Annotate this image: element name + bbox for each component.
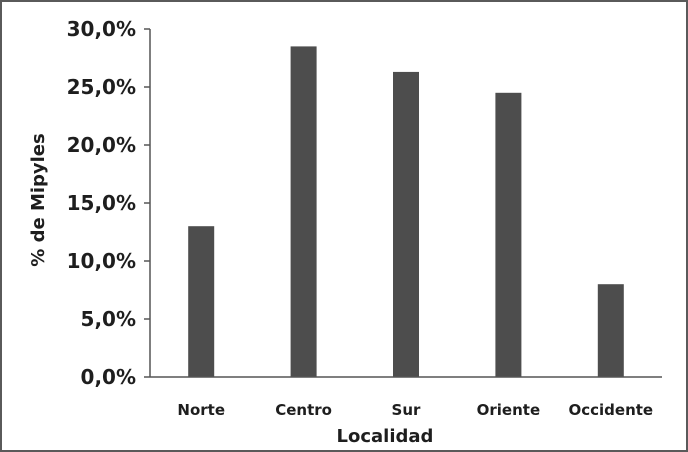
axes — [149, 29, 662, 378]
x-tick-label: Centro — [275, 401, 332, 419]
y-tick-label: 5,0% — [81, 307, 136, 331]
x-axis-title: Localidad — [337, 426, 434, 447]
y-tick-label: 10,0% — [67, 249, 136, 273]
x-tick-label: Oriente — [477, 401, 541, 419]
bar-oriente — [495, 92, 522, 378]
y-tick-label: 0,0% — [81, 365, 136, 389]
bar-norte — [188, 226, 215, 377]
y-axis-title: % de Mipyles — [28, 133, 49, 266]
x-tick-label: Norte — [177, 401, 225, 419]
y-tick-label: 20,0% — [67, 133, 136, 157]
y-tick-label: 30,0% — [67, 17, 136, 41]
y-axis-ticks: 0,0% 5,0% 10,0% 15,0% 20,0% 25,0% 30,0% — [67, 17, 150, 389]
y-tick-label: 15,0% — [67, 191, 136, 215]
bar-occidente — [597, 284, 624, 377]
bars — [188, 46, 624, 378]
bar-sur — [393, 71, 419, 378]
x-tick-label: Occidente — [568, 401, 653, 419]
bar-centro — [290, 46, 317, 378]
x-tick-label: Sur — [392, 401, 421, 419]
y-tick-label: 25,0% — [67, 75, 136, 99]
x-axis-ticks: Norte Centro Sur Oriente Occidente — [177, 401, 653, 419]
